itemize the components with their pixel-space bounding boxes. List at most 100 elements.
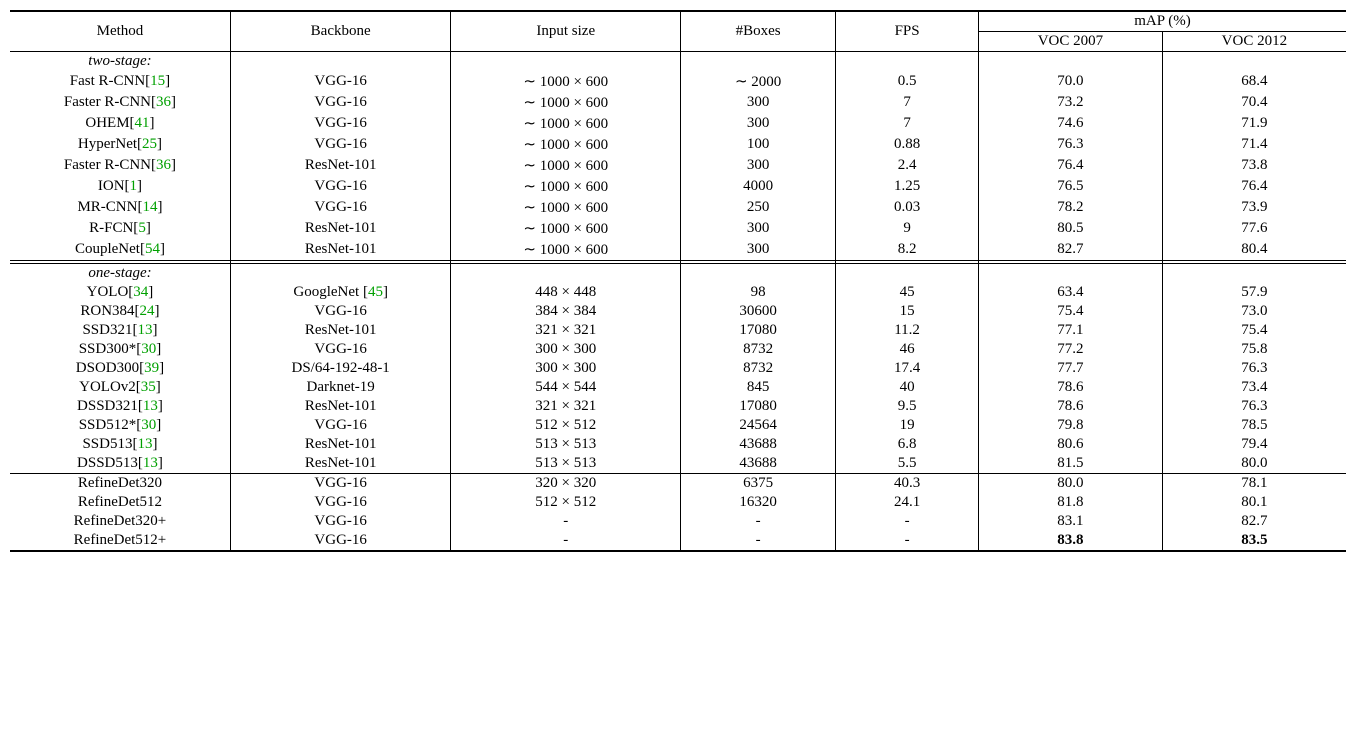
cell-boxes: 300 [681,113,836,134]
cell-voc2007: 76.4 [979,155,1163,176]
cell-fps: 0.88 [836,134,979,155]
cell-voc2007: 80.0 [979,474,1163,494]
cell-voc2007: 81.5 [979,454,1163,474]
cell-boxes: 8732 [681,340,836,359]
section-label: two-stage: [10,52,230,72]
cell-fps: 1.25 [836,176,979,197]
cell-method: RefineDet320 [10,474,230,494]
cell-input: ∼ 1000 × 600 [451,197,681,218]
cell-boxes: 300 [681,155,836,176]
cell-input: ∼ 1000 × 600 [451,92,681,113]
cell-voc2007: 78.2 [979,197,1163,218]
cell-input: ∼ 1000 × 600 [451,176,681,197]
table-row: SSD300*[30]VGG-16300 × 30087324677.275.8 [10,340,1346,359]
cell-input: ∼ 1000 × 600 [451,113,681,134]
cell-voc2012: 76.4 [1162,176,1346,197]
cell-voc2012: 80.0 [1162,454,1346,474]
cell-input: 512 × 512 [451,416,681,435]
cell-input: 512 × 512 [451,493,681,512]
cell-fps: - [836,531,979,551]
table-row: SSD321[13]ResNet-101321 × 3211708011.277… [10,321,1346,340]
table-row: R-FCN[5]ResNet-101∼ 1000 × 600300980.577… [10,218,1346,239]
cell-voc2012: 75.8 [1162,340,1346,359]
table-row: SSD512*[30]VGG-16512 × 512245641979.878.… [10,416,1346,435]
cell-backbone: VGG-16 [230,176,450,197]
cell-voc2007: 83.1 [979,512,1163,531]
cell-empty [451,52,681,72]
cell-voc2007: 78.6 [979,378,1163,397]
cell-backbone: VGG-16 [230,113,450,134]
cell-voc2012: 82.7 [1162,512,1346,531]
table-row: OHEM[41]VGG-16∼ 1000 × 600300774.671.9 [10,113,1346,134]
cell-empty [230,264,450,284]
cell-voc2007: 77.1 [979,321,1163,340]
cell-voc2012: 80.1 [1162,493,1346,512]
cell-voc2007: 76.5 [979,176,1163,197]
cell-backbone: Darknet-19 [230,378,450,397]
cell-boxes: 30600 [681,302,836,321]
cell-voc2012: 78.1 [1162,474,1346,494]
cell-method: MR-CNN[14] [10,197,230,218]
cell-method: DSOD300[39] [10,359,230,378]
cell-method: SSD300*[30] [10,340,230,359]
cell-empty [1162,52,1346,72]
cell-voc2012: 57.9 [1162,283,1346,302]
cell-method: RefineDet512+ [10,531,230,551]
cell-fps: 17.4 [836,359,979,378]
cell-input: ∼ 1000 × 600 [451,134,681,155]
cell-method: RefineDet512 [10,493,230,512]
cell-voc2007: 83.8 [979,531,1163,551]
cell-method: Faster R-CNN[36] [10,92,230,113]
cell-backbone: VGG-16 [230,531,450,551]
section-header-row: two-stage: [10,52,1346,72]
cell-backbone: ResNet-101 [230,155,450,176]
cell-empty [451,264,681,284]
cell-backbone: VGG-16 [230,474,450,494]
cell-method: SSD321[13] [10,321,230,340]
cell-input: 300 × 300 [451,340,681,359]
cell-fps: 40 [836,378,979,397]
table-row: RefineDet320VGG-16320 × 320637540.380.07… [10,474,1346,494]
col-input: Input size [451,11,681,52]
cell-voc2007: 79.8 [979,416,1163,435]
cell-boxes: 300 [681,239,836,261]
cell-fps: 2.4 [836,155,979,176]
cell-method: RON384[24] [10,302,230,321]
cell-empty [230,52,450,72]
cell-input: 320 × 320 [451,474,681,494]
cell-empty [979,264,1163,284]
section-header-row: one-stage: [10,264,1346,284]
cell-input: 448 × 448 [451,283,681,302]
cell-voc2012: 68.4 [1162,71,1346,92]
cell-backbone: ResNet-101 [230,218,450,239]
col-boxes: #Boxes [681,11,836,52]
cell-boxes: 98 [681,283,836,302]
cell-voc2007: 76.3 [979,134,1163,155]
cell-input: ∼ 1000 × 600 [451,155,681,176]
cell-method: Fast R-CNN[15] [10,71,230,92]
table-row: RON384[24]VGG-16384 × 384306001575.473.0 [10,302,1346,321]
col-method: Method [10,11,230,52]
cell-voc2007: 82.7 [979,239,1163,261]
cell-fps: 46 [836,340,979,359]
table-row: RefineDet512VGG-16512 × 5121632024.181.8… [10,493,1346,512]
col-backbone: Backbone [230,11,450,52]
cell-input: 321 × 321 [451,397,681,416]
cell-voc2007: 77.7 [979,359,1163,378]
table-row: Fast R-CNN[15]VGG-16∼ 1000 × 600∼ 20000.… [10,71,1346,92]
cell-backbone: VGG-16 [230,92,450,113]
cell-backbone: ResNet-101 [230,454,450,474]
cell-fps: 9.5 [836,397,979,416]
table-row: SSD513[13]ResNet-101513 × 513436886.880.… [10,435,1346,454]
cell-backbone: VGG-16 [230,416,450,435]
cell-boxes: 845 [681,378,836,397]
cell-boxes: 17080 [681,321,836,340]
cell-input: ∼ 1000 × 600 [451,239,681,261]
cell-empty [1162,264,1346,284]
cell-method: OHEM[41] [10,113,230,134]
cell-method: CoupleNet[54] [10,239,230,261]
cell-fps: 24.1 [836,493,979,512]
cell-voc2007: 74.6 [979,113,1163,134]
cell-fps: 8.2 [836,239,979,261]
cell-backbone: ResNet-101 [230,239,450,261]
